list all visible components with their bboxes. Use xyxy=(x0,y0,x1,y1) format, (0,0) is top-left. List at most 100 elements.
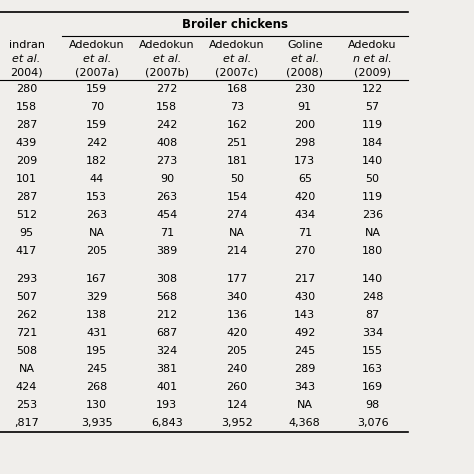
Text: 248: 248 xyxy=(362,292,383,302)
Text: 236: 236 xyxy=(362,210,383,220)
Text: 274: 274 xyxy=(226,210,248,220)
Text: 159: 159 xyxy=(86,120,107,130)
Text: 65: 65 xyxy=(298,174,312,184)
Text: 57: 57 xyxy=(365,102,380,112)
Text: 193: 193 xyxy=(156,400,177,410)
Text: 155: 155 xyxy=(362,346,383,356)
Text: 270: 270 xyxy=(294,246,315,256)
Text: 173: 173 xyxy=(294,156,315,166)
Text: 158: 158 xyxy=(16,102,37,112)
Text: 90: 90 xyxy=(160,174,174,184)
Text: 70: 70 xyxy=(90,102,104,112)
Text: 44: 44 xyxy=(90,174,104,184)
Text: 381: 381 xyxy=(156,364,177,374)
Text: 3,935: 3,935 xyxy=(81,418,112,428)
Text: 242: 242 xyxy=(86,138,108,148)
Text: 182: 182 xyxy=(86,156,107,166)
Text: 568: 568 xyxy=(156,292,177,302)
Text: 217: 217 xyxy=(294,273,315,284)
Text: 389: 389 xyxy=(156,246,177,256)
Text: Broiler chickens: Broiler chickens xyxy=(182,18,288,31)
Text: 200: 200 xyxy=(294,120,315,130)
Text: 293: 293 xyxy=(16,273,37,284)
Text: 122: 122 xyxy=(362,84,383,94)
Text: indran: indran xyxy=(9,40,45,50)
Text: 184: 184 xyxy=(362,138,383,148)
Text: 507: 507 xyxy=(16,292,37,302)
Text: NA: NA xyxy=(229,228,245,238)
Text: 6,843: 6,843 xyxy=(151,418,182,428)
Text: 205: 205 xyxy=(86,246,107,256)
Text: et al.: et al. xyxy=(153,54,181,64)
Text: 124: 124 xyxy=(227,400,247,410)
Text: 143: 143 xyxy=(294,310,315,320)
Text: 159: 159 xyxy=(86,84,107,94)
Text: 308: 308 xyxy=(156,273,177,284)
Text: NA: NA xyxy=(18,364,35,374)
Text: 334: 334 xyxy=(362,328,383,338)
Text: 136: 136 xyxy=(227,310,247,320)
Text: 3,952: 3,952 xyxy=(221,418,253,428)
Text: 240: 240 xyxy=(227,364,247,374)
Text: 169: 169 xyxy=(362,382,383,392)
Text: 87: 87 xyxy=(365,310,380,320)
Text: (2007a): (2007a) xyxy=(75,67,118,77)
Text: 260: 260 xyxy=(227,382,247,392)
Text: 162: 162 xyxy=(227,120,247,130)
Text: 420: 420 xyxy=(294,192,315,202)
Text: 212: 212 xyxy=(156,310,177,320)
Text: 340: 340 xyxy=(227,292,247,302)
Text: 251: 251 xyxy=(227,138,247,148)
Text: (2008): (2008) xyxy=(286,67,323,77)
Text: (2007b): (2007b) xyxy=(145,67,189,77)
Text: 431: 431 xyxy=(86,328,107,338)
Text: 101: 101 xyxy=(16,174,37,184)
Text: 424: 424 xyxy=(16,382,37,392)
Text: Adedokun: Adedokun xyxy=(69,40,125,50)
Text: 298: 298 xyxy=(294,138,316,148)
Text: Goline: Goline xyxy=(287,40,323,50)
Text: 95: 95 xyxy=(19,228,34,238)
Text: 205: 205 xyxy=(227,346,247,356)
Text: 329: 329 xyxy=(86,292,107,302)
Text: ,817: ,817 xyxy=(14,418,39,428)
Text: 153: 153 xyxy=(86,192,107,202)
Text: 401: 401 xyxy=(156,382,177,392)
Text: 417: 417 xyxy=(16,246,37,256)
Text: 287: 287 xyxy=(16,192,37,202)
Text: 140: 140 xyxy=(362,273,383,284)
Text: 512: 512 xyxy=(16,210,37,220)
Text: 2004): 2004) xyxy=(10,67,43,77)
Text: 181: 181 xyxy=(227,156,247,166)
Text: 268: 268 xyxy=(86,382,107,392)
Text: 262: 262 xyxy=(16,310,37,320)
Text: 98: 98 xyxy=(365,400,380,410)
Text: 177: 177 xyxy=(227,273,247,284)
Text: (2007c): (2007c) xyxy=(216,67,258,77)
Text: 138: 138 xyxy=(86,310,107,320)
Text: 721: 721 xyxy=(16,328,37,338)
Text: 4,368: 4,368 xyxy=(289,418,320,428)
Text: 119: 119 xyxy=(362,192,383,202)
Text: n et al.: n et al. xyxy=(353,54,392,64)
Text: et al.: et al. xyxy=(82,54,111,64)
Text: 158: 158 xyxy=(156,102,177,112)
Text: 50: 50 xyxy=(365,174,380,184)
Text: 245: 245 xyxy=(86,364,107,374)
Text: NA: NA xyxy=(365,228,381,238)
Text: 119: 119 xyxy=(362,120,383,130)
Text: 289: 289 xyxy=(294,364,316,374)
Text: 130: 130 xyxy=(86,400,107,410)
Text: 245: 245 xyxy=(294,346,315,356)
Text: 73: 73 xyxy=(230,102,244,112)
Text: 209: 209 xyxy=(16,156,37,166)
Text: 154: 154 xyxy=(227,192,247,202)
Text: 167: 167 xyxy=(86,273,107,284)
Text: 263: 263 xyxy=(156,192,177,202)
Text: 242: 242 xyxy=(156,120,178,130)
Text: 214: 214 xyxy=(227,246,247,256)
Text: 492: 492 xyxy=(294,328,316,338)
Text: 420: 420 xyxy=(227,328,247,338)
Text: 168: 168 xyxy=(227,84,247,94)
Text: NA: NA xyxy=(89,228,105,238)
